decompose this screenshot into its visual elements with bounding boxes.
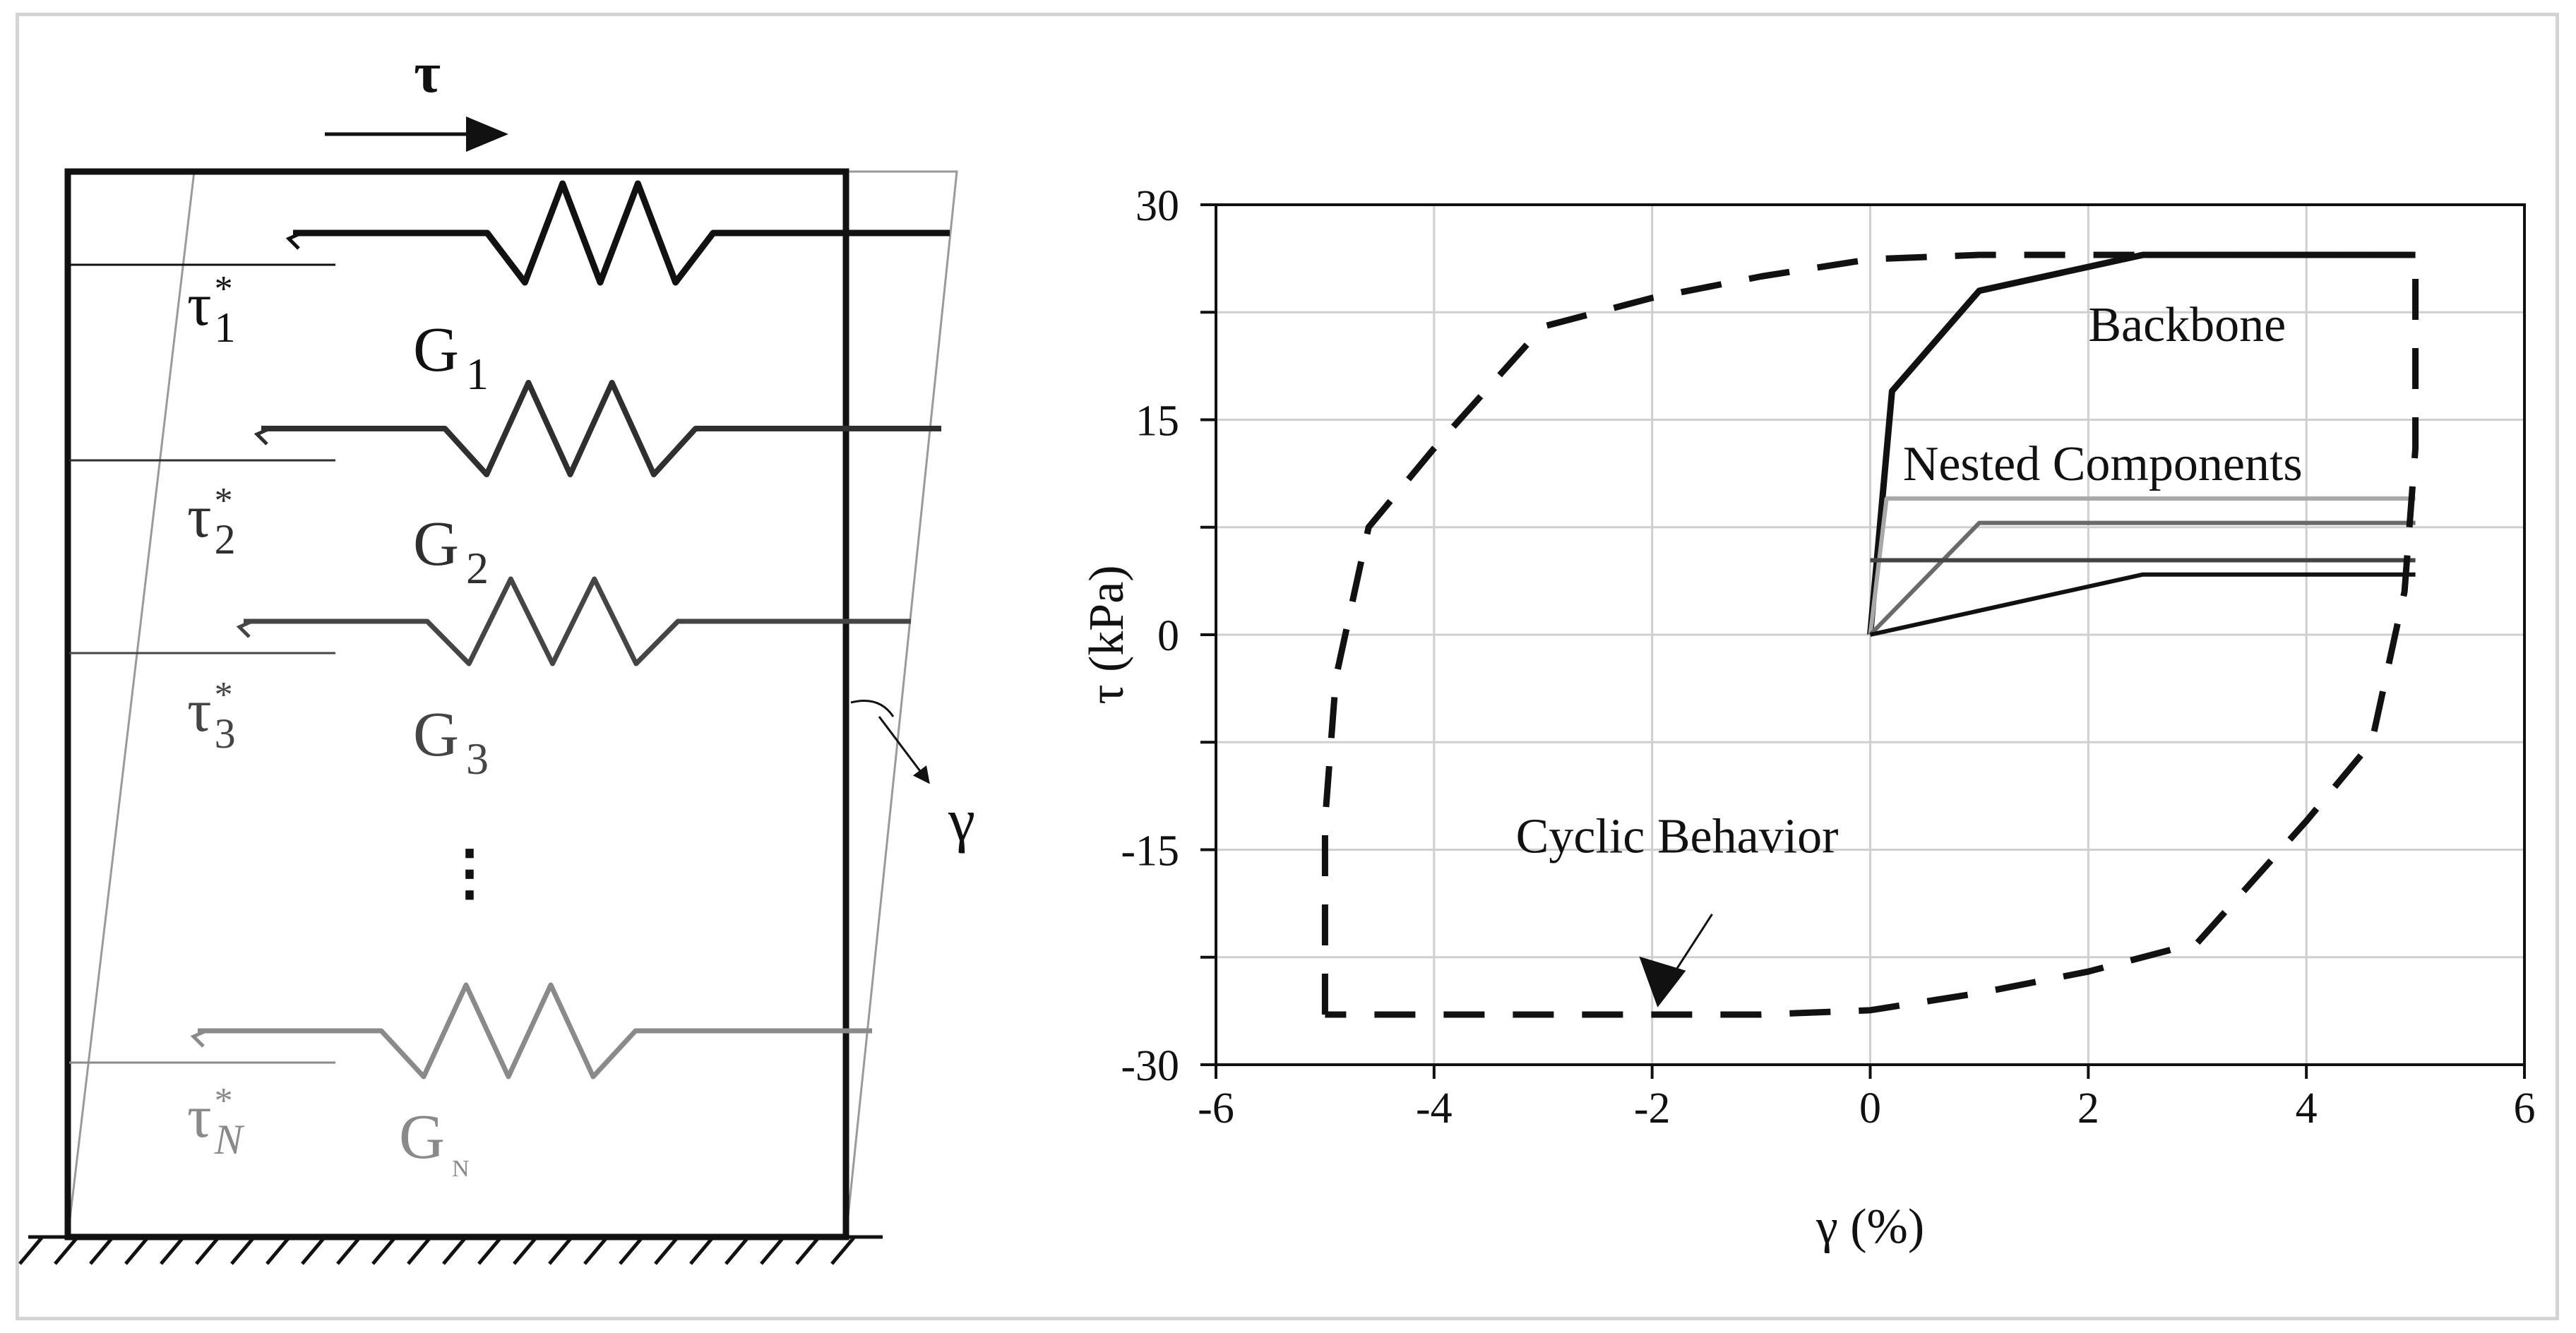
- x-axis-label: γ (%): [1815, 1200, 1924, 1254]
- x-tick-label: 4: [2296, 1084, 2318, 1132]
- yield-stress-label: τ* N: [187, 1081, 245, 1163]
- series-line-2: [1868, 496, 2416, 635]
- y-tick-label: 30: [1135, 182, 1179, 230]
- x-tick-label: -6: [1198, 1084, 1234, 1132]
- y-tick-label: 0: [1157, 612, 1179, 660]
- annotation-backbone: Backbone: [2088, 298, 2286, 352]
- spring-zigzag: [244, 576, 911, 666]
- chart-ticks: -6 -4 -2 0 2 4 6 -30 -15 0 15 30: [1121, 182, 2535, 1132]
- slider-hook: [285, 231, 303, 250]
- spring-zigzag: [261, 380, 941, 477]
- spring-zigzag: [198, 982, 872, 1080]
- strain-arrow: [878, 716, 930, 784]
- yield-stress-label: τ* 1: [187, 269, 236, 351]
- pointer-arrowhead: [1639, 956, 1686, 1008]
- x-tick-label: -4: [1416, 1084, 1453, 1132]
- strain-arc: [850, 700, 895, 717]
- cyclic-behavior-pointer: [1639, 914, 1713, 1008]
- spring-1: τ* 1 G 1: [69, 180, 950, 399]
- yield-stress-label: τ* 3: [187, 675, 236, 757]
- x-tick-label: 6: [2514, 1084, 2536, 1132]
- spring-elements: τ* 1 G 1 τ* 2 G 2 τ* 3 G 3 τ* N G N: [69, 180, 950, 1182]
- x-tick-label: -2: [1634, 1084, 1671, 1132]
- y-axis-label: τ (kPa): [1080, 565, 1134, 704]
- x-tick-label: 2: [2077, 1084, 2099, 1132]
- annotation-cyclic-behavior: Cyclic Behavior: [1516, 810, 1839, 864]
- y-tick-label: 15: [1135, 397, 1179, 446]
- slider-hook: [236, 619, 254, 638]
- x-tick-label: 0: [1859, 1084, 1881, 1132]
- annotation-nested-components: Nested Components: [1903, 437, 2303, 491]
- y-tick-label: -15: [1121, 827, 1179, 875]
- series-line-5: [1869, 572, 2416, 637]
- spring-2: τ* 2 G 2: [69, 380, 941, 593]
- chart-series: [1321, 251, 2419, 1018]
- spring-3: τ* 3 G 3: [69, 576, 911, 784]
- spring-zigzag: [293, 180, 950, 286]
- applied-stress-label: τ: [414, 40, 441, 104]
- slider-hook: [254, 426, 271, 446]
- spring-4: τ* N G N: [69, 982, 872, 1182]
- chart-grid: [1216, 205, 2524, 1065]
- series-line-6: [1321, 251, 2419, 1018]
- y-tick-label: -30: [1121, 1042, 1179, 1090]
- soil-block-outline: [64, 168, 849, 1241]
- yield-stress-label: τ* 2: [187, 481, 236, 563]
- more-springs-dots: ⋮: [439, 839, 500, 907]
- slider-hook: [190, 1029, 208, 1048]
- series-line-3: [1868, 520, 2416, 637]
- strain-label: γ: [948, 786, 975, 854]
